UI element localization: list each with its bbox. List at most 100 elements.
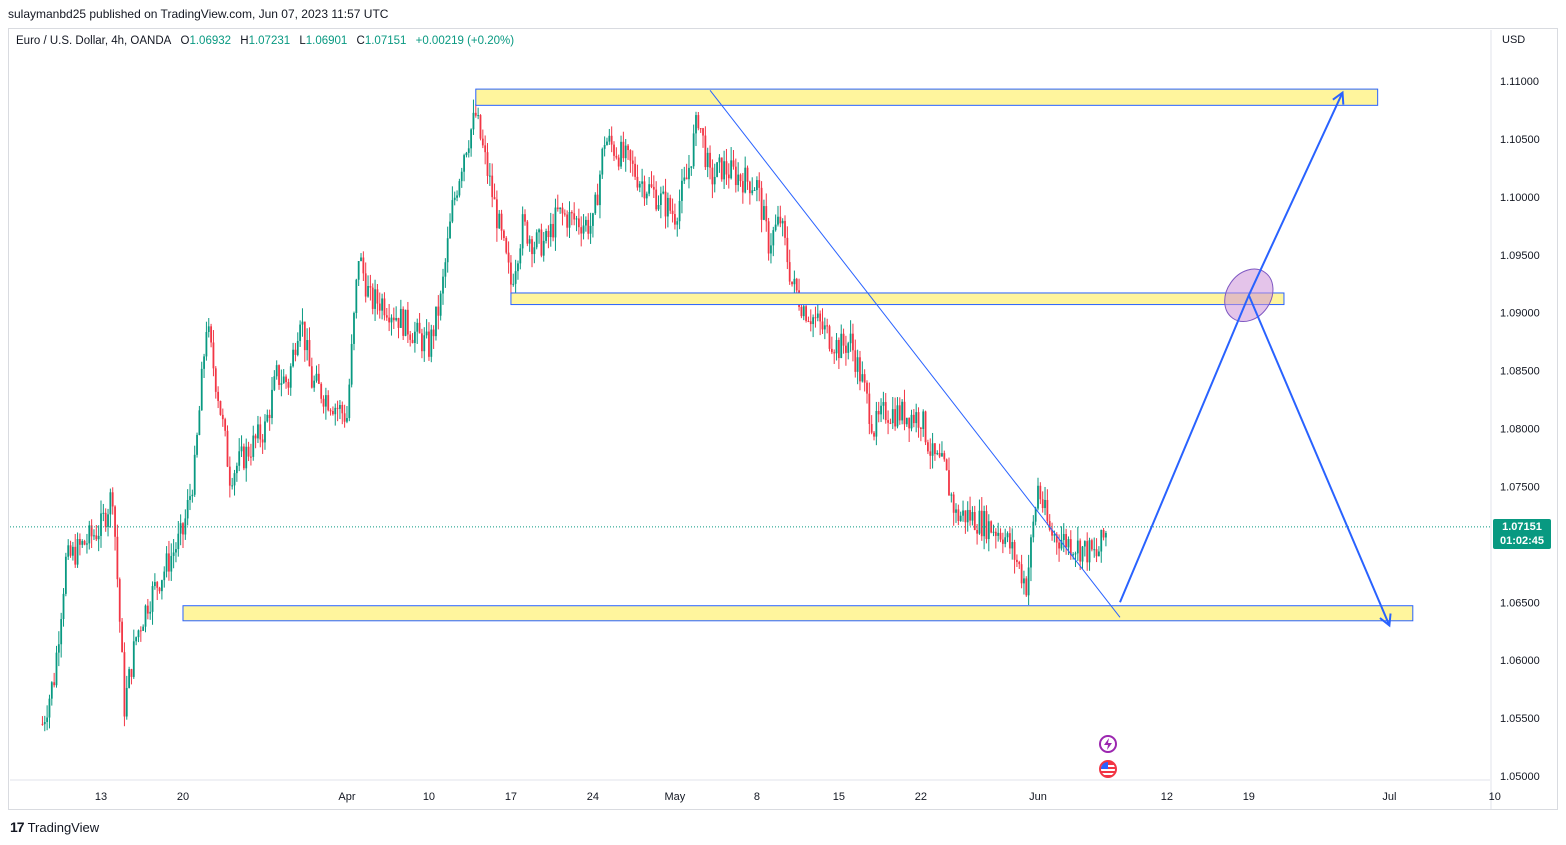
candle-body bbox=[1086, 541, 1089, 563]
time-tick-label: May bbox=[665, 791, 686, 803]
candle-body bbox=[495, 199, 498, 229]
candle-body bbox=[93, 535, 95, 537]
candle-body bbox=[453, 197, 456, 201]
candle-body bbox=[648, 184, 651, 194]
candle-body bbox=[774, 224, 777, 231]
candle-body bbox=[767, 221, 770, 254]
close-label: C bbox=[356, 35, 365, 47]
candle-body bbox=[130, 669, 133, 677]
candle-body bbox=[561, 207, 564, 214]
candle-body bbox=[512, 283, 515, 285]
candle-body bbox=[505, 237, 508, 253]
candle-body bbox=[198, 410, 201, 435]
candle-body bbox=[238, 451, 241, 466]
candle-body bbox=[1016, 559, 1018, 562]
candle-body bbox=[123, 652, 126, 717]
candle-body bbox=[374, 289, 376, 309]
candle-body bbox=[894, 409, 897, 427]
candle-body bbox=[465, 152, 468, 156]
candle-body bbox=[303, 321, 306, 351]
candle-body bbox=[53, 682, 56, 686]
candle-body bbox=[912, 414, 915, 424]
candle-body bbox=[1081, 546, 1084, 562]
candle-body bbox=[364, 273, 367, 297]
candle-body bbox=[472, 112, 475, 130]
price-tick-label: 1.05000 bbox=[1500, 771, 1540, 783]
candle-body bbox=[367, 286, 369, 297]
lightning-event-icon[interactable] bbox=[1099, 735, 1117, 753]
candle-body bbox=[474, 112, 477, 116]
tradingview-brand[interactable]: 17 TradingView bbox=[10, 819, 99, 835]
candle-body bbox=[566, 214, 569, 228]
candle-body bbox=[104, 512, 107, 527]
change-value: +0.00219 (+0.20%) bbox=[415, 35, 515, 47]
candle-body bbox=[41, 723, 44, 725]
time-tick-label: 8 bbox=[754, 791, 760, 803]
candle-body bbox=[713, 176, 716, 185]
candle-body bbox=[678, 200, 681, 222]
candle-body bbox=[397, 317, 400, 328]
candle-body bbox=[493, 197, 496, 200]
candle-body bbox=[816, 313, 819, 318]
published-line: sulaymanbd25 published on TradingView.co… bbox=[8, 7, 389, 21]
candle-body bbox=[62, 593, 65, 620]
candle-body bbox=[292, 349, 294, 367]
chart-frame bbox=[8, 28, 1558, 810]
candle-body bbox=[348, 384, 351, 419]
candle-body bbox=[863, 374, 866, 383]
time-tick-label: 13 bbox=[95, 791, 107, 803]
candle-body bbox=[451, 200, 454, 222]
projection-arrow-down-arrowhead bbox=[1379, 613, 1392, 628]
candle-body bbox=[1090, 540, 1093, 550]
candle-body bbox=[402, 308, 405, 336]
candle-body bbox=[165, 553, 168, 572]
candle-body bbox=[404, 309, 407, 336]
support-resistance-zone-2 bbox=[510, 292, 1285, 306]
candle-body bbox=[207, 326, 210, 332]
candle-body bbox=[941, 453, 943, 457]
candle-body bbox=[875, 410, 878, 437]
candle-body bbox=[861, 374, 864, 382]
candle-body bbox=[320, 383, 323, 399]
candle-body bbox=[79, 539, 81, 545]
candle-body bbox=[205, 331, 208, 357]
candle-body bbox=[376, 289, 379, 304]
currency-label[interactable]: USD bbox=[1502, 34, 1526, 46]
candle-body bbox=[317, 373, 320, 384]
candle-body bbox=[71, 546, 74, 556]
candle-body bbox=[1058, 542, 1060, 549]
candle-body bbox=[905, 417, 908, 425]
candle-body bbox=[294, 349, 297, 355]
candle-body bbox=[479, 115, 482, 139]
time-tick-label: 22 bbox=[915, 791, 927, 803]
candle-body bbox=[959, 515, 962, 521]
price-tick-label: 1.08500 bbox=[1500, 366, 1540, 378]
candle-body bbox=[723, 161, 726, 180]
time-tick-label: 10 bbox=[1489, 791, 1501, 803]
candle-body bbox=[449, 221, 451, 239]
symbol-name[interactable]: Euro / U.S. Dollar, 4h, OANDA bbox=[16, 35, 172, 47]
candle-body bbox=[285, 376, 287, 383]
candle-body bbox=[1076, 540, 1079, 554]
candle-body bbox=[1055, 534, 1058, 543]
us-flag-event-icon[interactable] bbox=[1099, 760, 1117, 778]
candle-body bbox=[90, 525, 93, 537]
last-price-badge: 1.07151 01:02:45 bbox=[1493, 519, 1551, 549]
candle-body bbox=[770, 245, 772, 254]
candle-body bbox=[835, 339, 838, 354]
candle-body bbox=[777, 216, 779, 225]
candle-body bbox=[1034, 508, 1037, 522]
candle-body bbox=[264, 421, 266, 443]
candle-body bbox=[1065, 534, 1068, 548]
candle-body bbox=[952, 494, 955, 513]
candle-body bbox=[702, 128, 704, 136]
candle-body bbox=[657, 204, 660, 210]
candle-body bbox=[737, 174, 740, 186]
candle-body bbox=[1060, 539, 1063, 549]
candle-body bbox=[638, 183, 641, 188]
candle-body bbox=[430, 329, 433, 357]
candle-body bbox=[81, 541, 84, 545]
candle-body bbox=[929, 451, 932, 456]
candle-body bbox=[257, 424, 259, 439]
